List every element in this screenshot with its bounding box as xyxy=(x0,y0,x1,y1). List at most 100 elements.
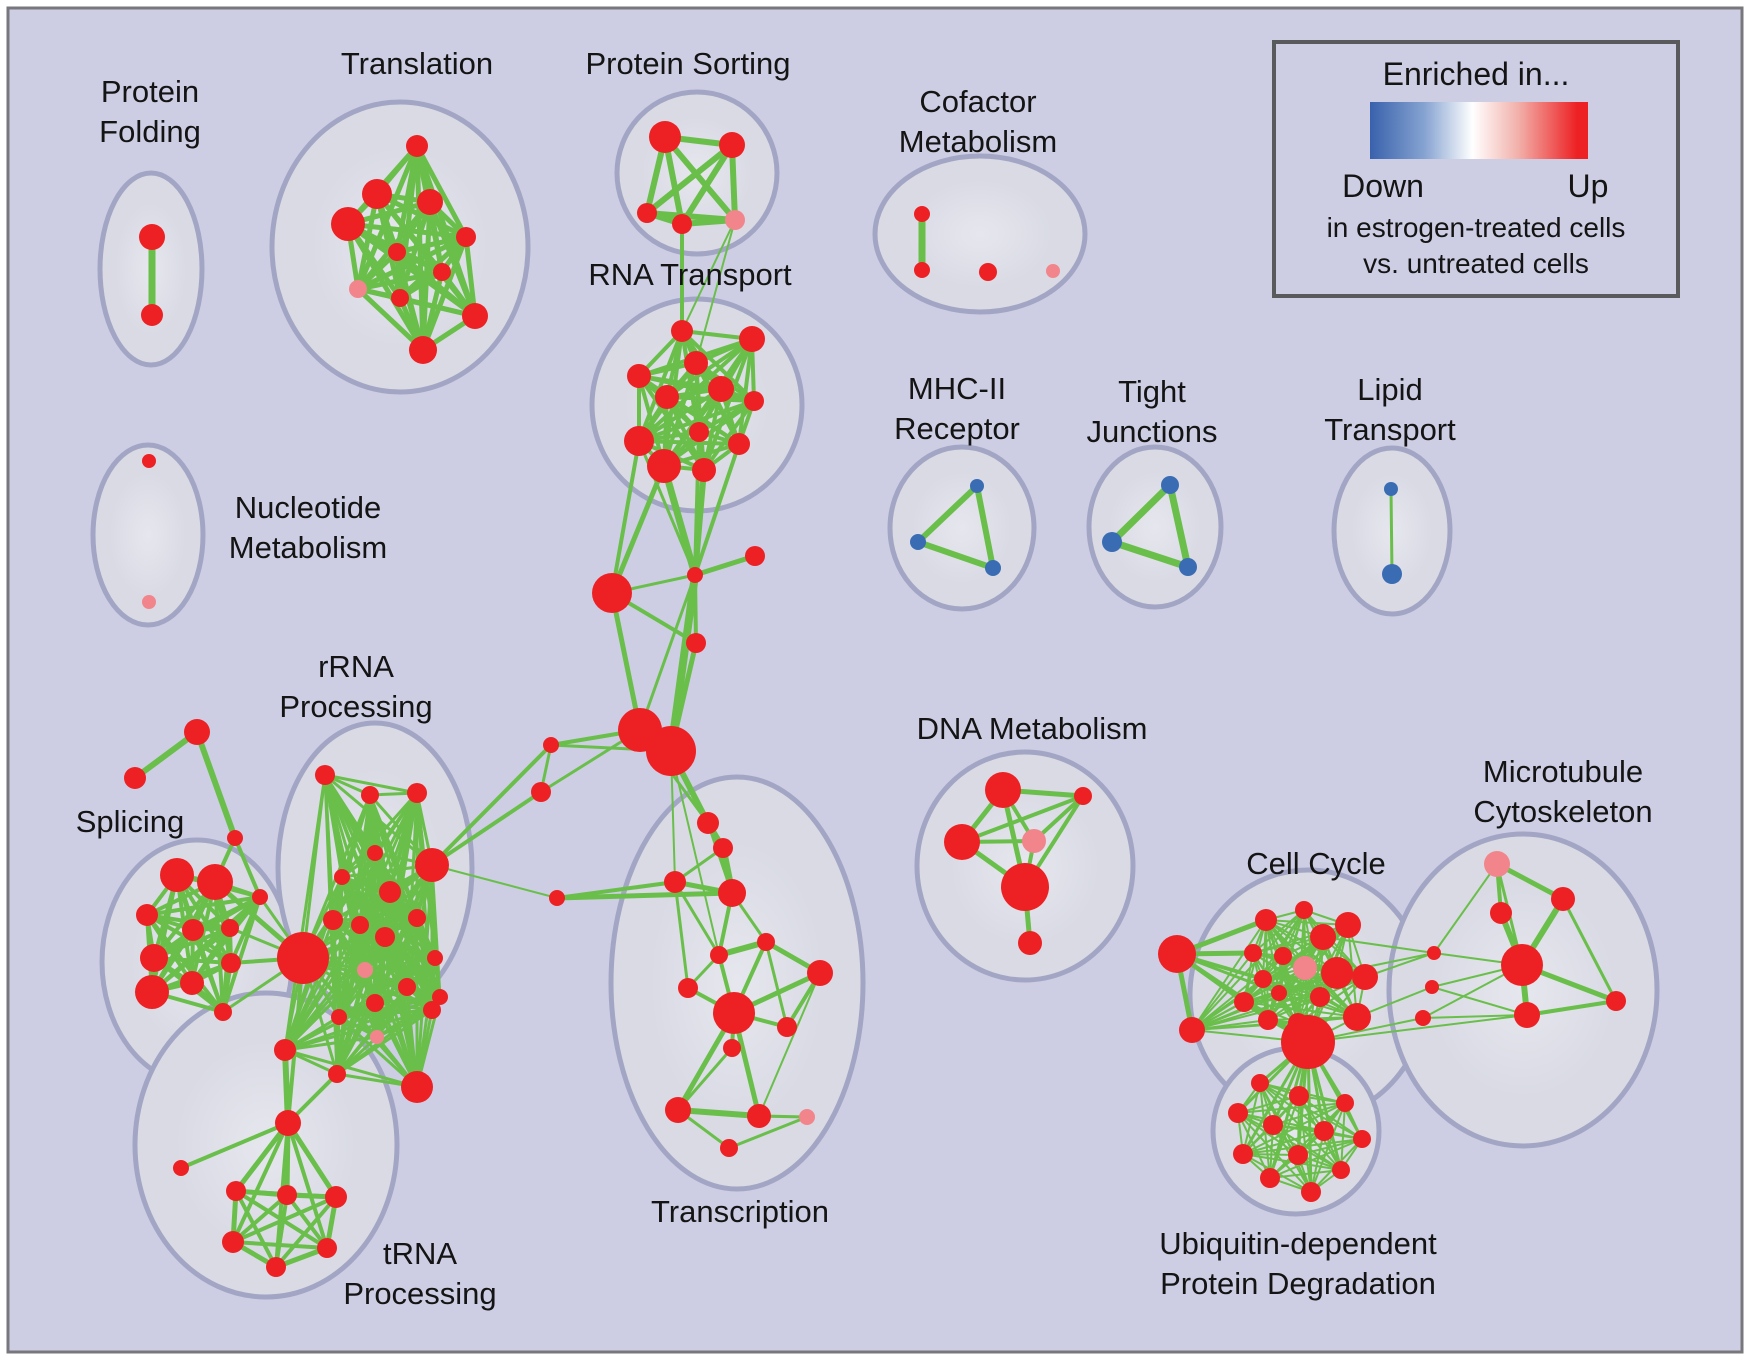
edge-microtubule xyxy=(1433,863,1498,954)
geneset-node xyxy=(777,1017,797,1037)
geneset-node xyxy=(910,534,926,550)
geneset-node xyxy=(277,932,329,984)
geneset-node xyxy=(944,824,980,860)
geneset-node xyxy=(799,1109,815,1125)
geneset-node xyxy=(649,121,681,153)
edge-trna xyxy=(231,1193,289,1244)
geneset-node xyxy=(1074,787,1092,805)
edge-link xyxy=(695,219,736,364)
edge-link xyxy=(1336,952,1435,974)
edge-trna xyxy=(285,1193,329,1250)
edge-cellcycle xyxy=(1191,952,1254,1031)
geneset-node xyxy=(1158,935,1196,973)
edge-link xyxy=(693,442,741,577)
edge-transcription xyxy=(758,972,821,1117)
geneset-node xyxy=(1046,264,1060,278)
edge-trna xyxy=(274,1195,338,1269)
geneset-node xyxy=(1384,482,1398,496)
geneset-node xyxy=(689,422,709,442)
geneset-node xyxy=(160,858,194,892)
geneset-node xyxy=(723,1039,741,1057)
edge-transcription xyxy=(673,880,721,957)
geneset-node xyxy=(744,391,764,411)
edge-translation xyxy=(394,234,469,255)
geneset-node xyxy=(351,916,369,934)
edge-central xyxy=(692,553,758,578)
edge-tight xyxy=(1166,481,1192,571)
geneset-node xyxy=(222,1231,244,1253)
edge-ubiquitin xyxy=(1237,1102,1346,1114)
geneset-node xyxy=(710,946,728,964)
edge-rna_transport xyxy=(637,374,756,403)
geneset-node xyxy=(140,944,168,972)
geneset-node xyxy=(417,189,443,215)
edge-link xyxy=(660,462,699,579)
cluster-transcription xyxy=(549,812,833,1157)
geneset-node xyxy=(1427,946,1441,960)
geneset-node xyxy=(184,719,210,745)
geneset-node xyxy=(549,890,565,906)
geneset-node xyxy=(1228,1103,1248,1123)
edge-rna_transport xyxy=(637,329,684,443)
geneset-node xyxy=(672,214,692,234)
geneset-node xyxy=(1234,992,1254,1012)
geneset-node xyxy=(407,783,427,803)
edge-microtubule xyxy=(1525,999,1618,1017)
geneset-node xyxy=(1310,987,1330,1007)
edge-rna_transport xyxy=(637,387,723,443)
geneset-node xyxy=(331,207,365,241)
geneset-node xyxy=(985,560,1001,576)
edge-rrna xyxy=(337,793,372,1019)
geneset-node xyxy=(275,1110,301,1136)
edge-cellcycle xyxy=(1252,909,1305,954)
geneset-node xyxy=(1343,1003,1371,1031)
geneset-node xyxy=(277,1185,297,1205)
edge-link xyxy=(681,219,736,332)
cluster-label-protein_folding: Protein Folding xyxy=(99,74,201,149)
geneset-node xyxy=(334,869,350,885)
cluster-lipid xyxy=(1382,482,1402,584)
edge-transcription xyxy=(727,1115,809,1150)
cluster-label-dna: DNA Metabolism xyxy=(917,711,1148,746)
geneset-node xyxy=(697,812,719,834)
geneset-node xyxy=(1353,1130,1371,1148)
geneset-node xyxy=(671,320,693,342)
geneset-node xyxy=(221,953,241,973)
geneset-node xyxy=(747,1104,771,1128)
cluster-ubiquitin xyxy=(1228,1074,1371,1202)
edge-rrna xyxy=(337,1008,434,1019)
geneset-node xyxy=(1102,532,1122,552)
geneset-node xyxy=(1271,985,1287,1001)
edge-lipid xyxy=(1389,487,1394,576)
edge-rrna xyxy=(373,1001,434,1012)
geneset-node xyxy=(719,132,745,158)
edge-central xyxy=(609,590,643,733)
edge-trna xyxy=(286,1121,329,1250)
geneset-node xyxy=(1295,901,1313,919)
edge-rrna xyxy=(283,918,335,1052)
cluster-label-cofactor: Cofactor Metabolism xyxy=(899,84,1058,159)
geneset-node xyxy=(665,1097,691,1123)
cluster-label-transcription: Transcription xyxy=(651,1194,829,1229)
cluster-label-nucleotide: Nucleotide Metabolism xyxy=(229,490,388,565)
geneset-node xyxy=(1289,1086,1309,1106)
geneset-node xyxy=(432,989,448,1005)
legend-caption-line2: vs. untreated cells xyxy=(1363,248,1589,279)
edge-link xyxy=(430,743,553,867)
edge-rna_transport xyxy=(637,399,756,443)
geneset-node xyxy=(1022,829,1046,853)
geneset-node xyxy=(1382,564,1402,584)
geneset-node xyxy=(979,263,997,281)
cluster-protein_sorting xyxy=(637,121,745,234)
geneset-node xyxy=(328,1065,346,1083)
edge-ubiquitin xyxy=(1237,1095,1300,1114)
cluster-label-ubiquitin: Ubiquitin-dependent Protein Degradation xyxy=(1159,1226,1437,1301)
geneset-node xyxy=(323,910,343,930)
cluster-ellipse-tight xyxy=(1086,444,1224,610)
cluster-label-splicing: Splicing xyxy=(76,804,185,839)
edge-mhc xyxy=(915,539,996,571)
edge-rna_transport xyxy=(737,337,754,446)
edge-rna_transport xyxy=(665,395,756,403)
geneset-node xyxy=(401,1071,433,1103)
